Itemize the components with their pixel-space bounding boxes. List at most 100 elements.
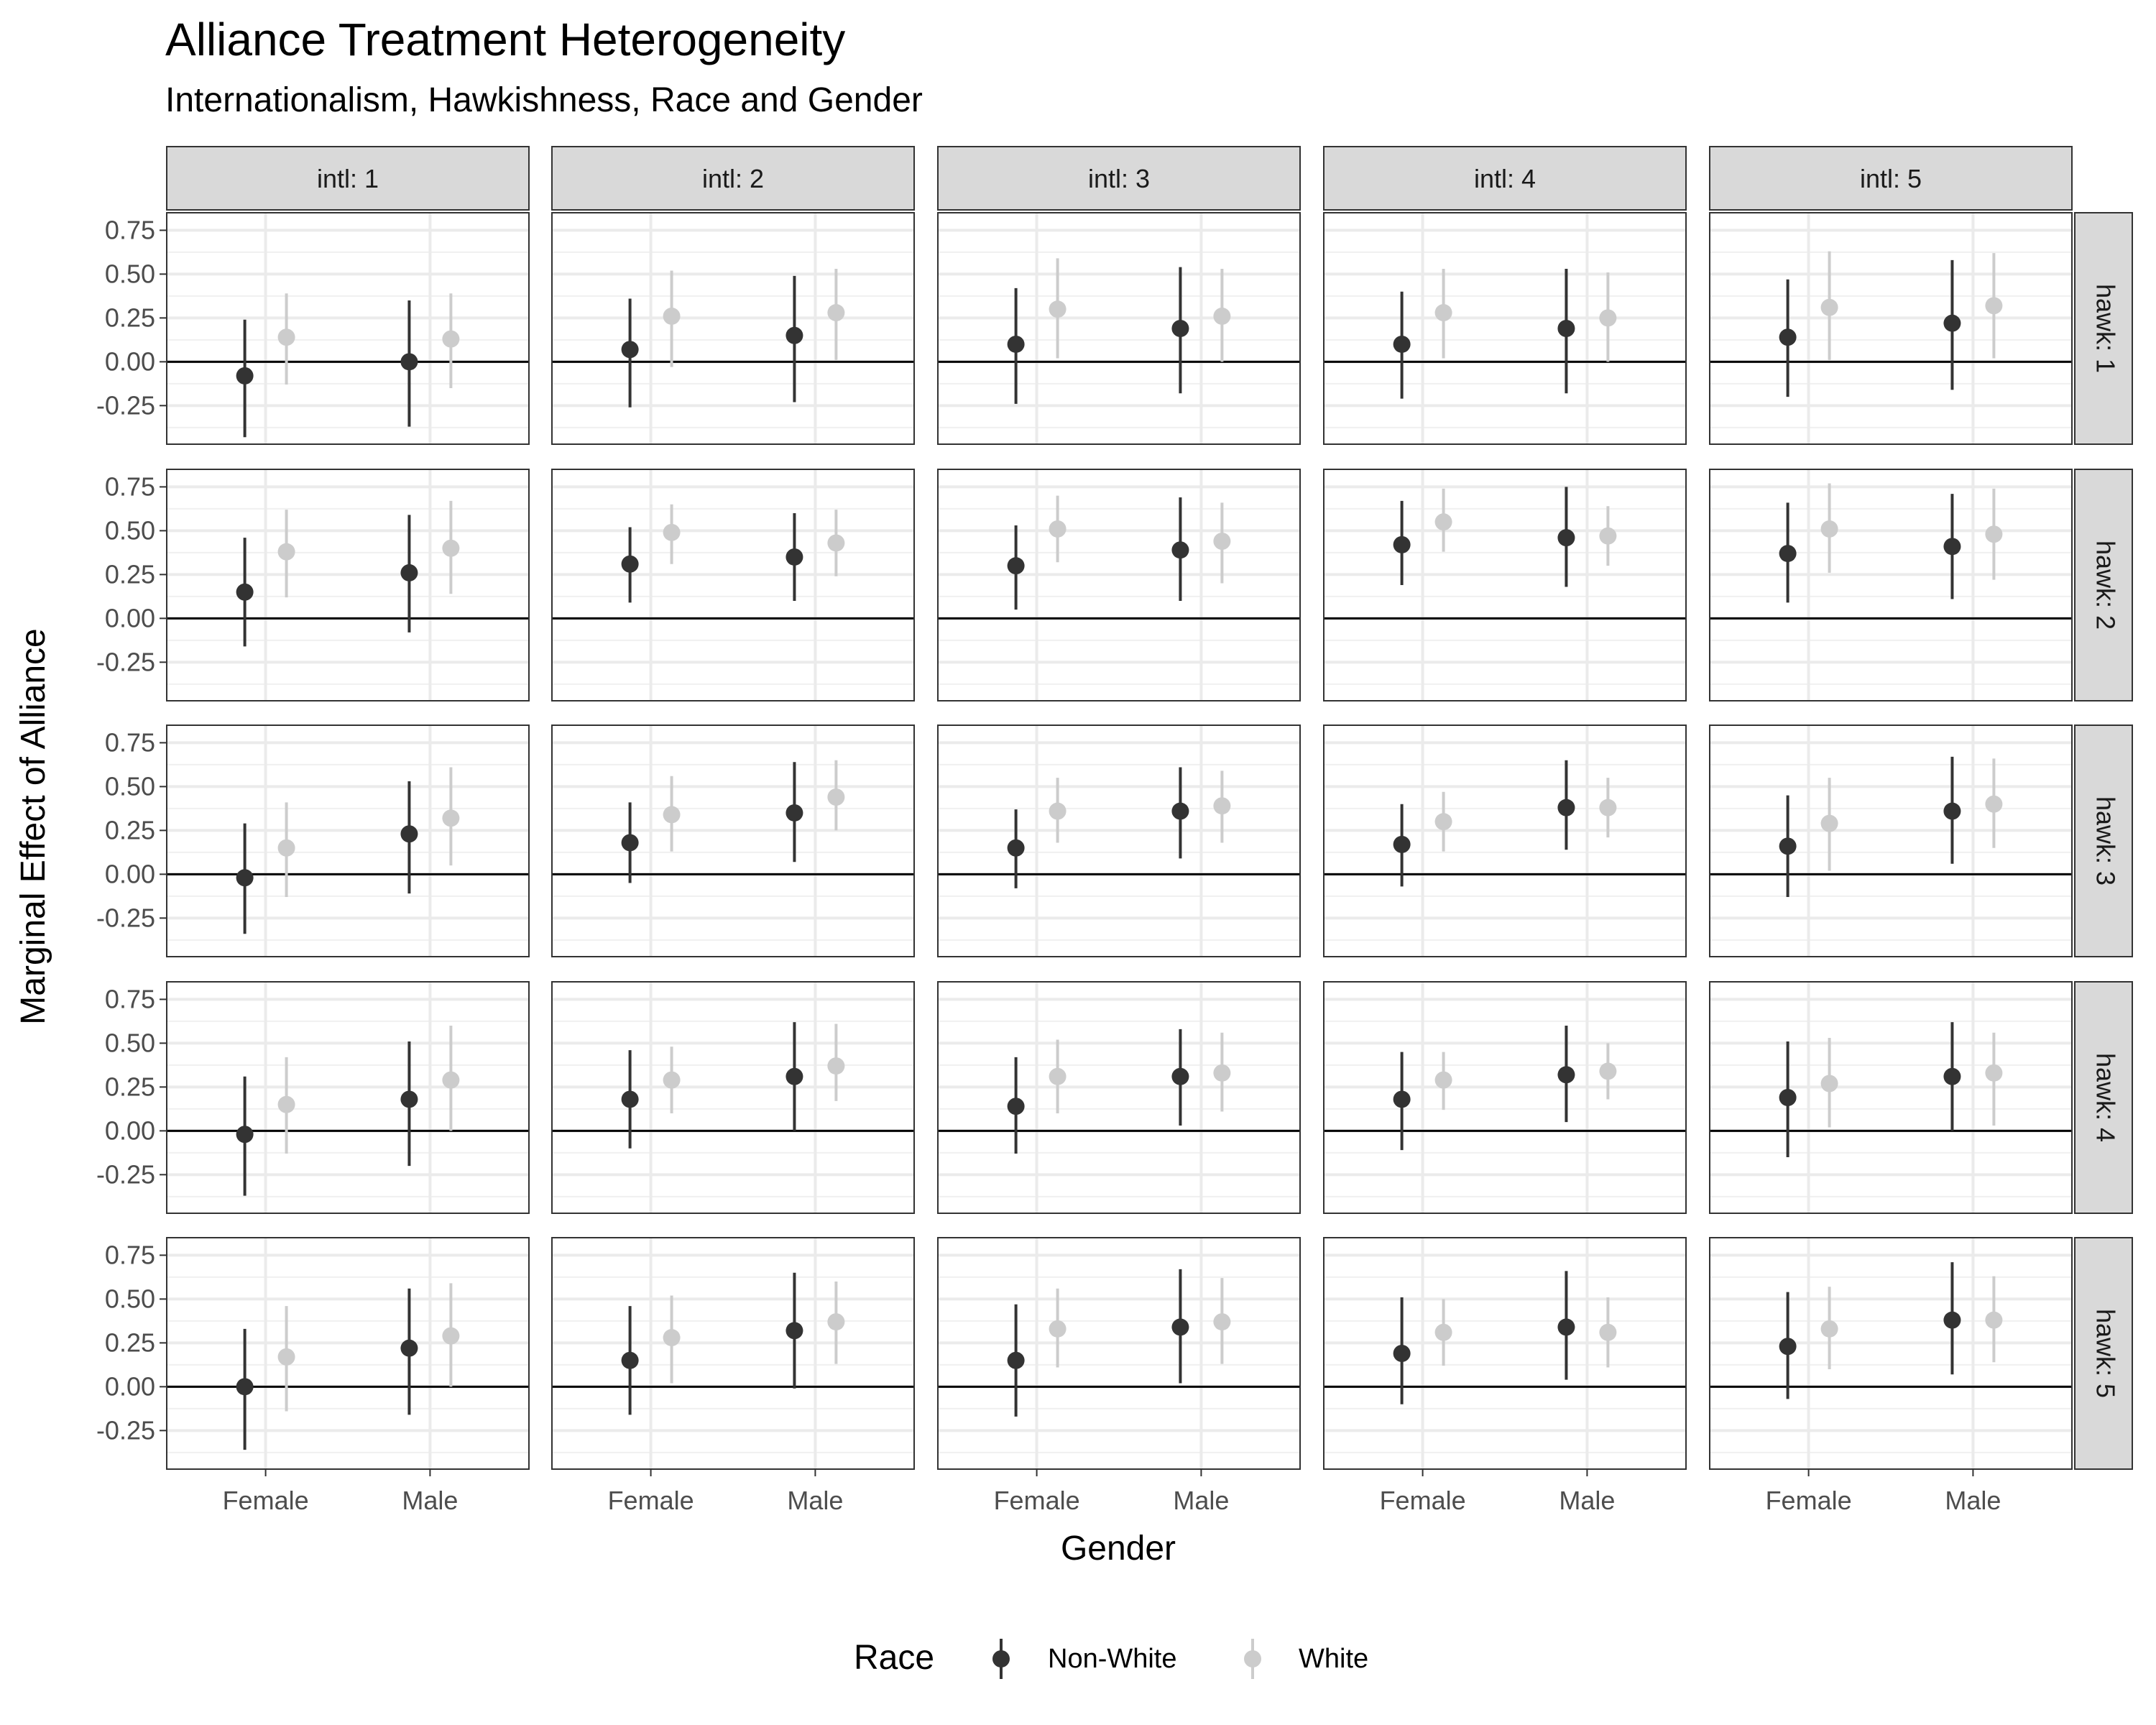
point-nonwhite-female — [1779, 837, 1797, 855]
point-white-female — [1434, 304, 1452, 322]
panel-r5-c4: Female Male — [1323, 1237, 1687, 1515]
point-nonwhite-male — [1557, 799, 1575, 816]
point-white-male — [1599, 799, 1617, 816]
point-nonwhite-male — [1557, 320, 1575, 337]
y-tick-label: -0.25 — [96, 903, 155, 932]
panel-border — [937, 212, 1301, 445]
legend-label: Non-White — [1048, 1644, 1177, 1674]
y-tick-label: 0.25 — [105, 815, 155, 845]
point-nonwhite-female — [1393, 535, 1411, 553]
column-strip-label: intl: 1 — [317, 164, 379, 193]
y-tick-label: -0.25 — [96, 647, 155, 676]
row-strip-label: hawk: 3 — [2091, 796, 2120, 886]
point-white-male — [1985, 1064, 2003, 1082]
point-nonwhite-female — [1393, 1345, 1411, 1362]
column-strip-1 — [166, 146, 530, 211]
panel-r2-c5 — [1709, 469, 2073, 702]
point-nonwhite-female — [1007, 1098, 1025, 1116]
point-white-female — [663, 307, 681, 325]
point-white-female — [1049, 520, 1067, 538]
x-tick-label: Male — [787, 1486, 843, 1515]
point-white-female — [1049, 300, 1067, 318]
y-tick-label: 0.75 — [105, 472, 155, 501]
point-white-female — [1820, 1320, 1838, 1338]
column-strip-4 — [1323, 146, 1687, 211]
panel-r2-c2 — [551, 469, 915, 702]
panel-r4-c5 — [1709, 981, 2073, 1214]
point-nonwhite-male — [786, 326, 803, 344]
panel-r4-c3 — [937, 981, 1301, 1214]
y-tick-label: 0.75 — [105, 1240, 155, 1269]
point-white-female — [663, 1329, 681, 1347]
panel-border — [551, 469, 915, 702]
y-tick-label: 0.00 — [105, 346, 155, 376]
point-white-female — [1434, 1071, 1452, 1089]
panel-border — [551, 981, 915, 1214]
point-white-male — [1213, 797, 1231, 815]
point-white-female — [1049, 1320, 1067, 1338]
point-white-male — [442, 330, 460, 348]
panel-r5-c1: 0.75 0.50 0.25 0.00 -0.25 Female Male — [96, 1237, 530, 1515]
panel-background — [1710, 213, 2072, 444]
point-white-female — [1820, 520, 1838, 538]
column-strip-label: intl: 2 — [702, 164, 764, 193]
point-white-male — [1985, 297, 2003, 315]
point-white-male — [1213, 533, 1231, 551]
column-strip-label: intl: 5 — [1860, 164, 1922, 193]
row-strip-3 — [2074, 724, 2133, 957]
legend-title: Race — [854, 1639, 934, 1677]
point-white-male — [1985, 525, 2003, 543]
y-tick-label: 0.50 — [105, 1284, 155, 1313]
panel-background — [938, 469, 1300, 701]
point-white-female — [663, 523, 681, 541]
column-strip-3 — [937, 146, 1301, 211]
panel-background — [167, 725, 529, 957]
panel-background — [1324, 1238, 1686, 1469]
legend-key-non-white — [992, 1639, 1010, 1679]
point-white-female — [1434, 1323, 1452, 1341]
panel-background — [938, 982, 1300, 1213]
point-white-female — [277, 839, 295, 857]
panel-border — [937, 981, 1301, 1214]
point-nonwhite-male — [1943, 538, 1961, 556]
point-white-female — [277, 1348, 295, 1366]
row-strip-1 — [2074, 212, 2133, 445]
y-tick-label: 0.25 — [105, 1072, 155, 1101]
y-tick-label: -0.25 — [96, 1159, 155, 1189]
panel-r4-c4 — [1323, 981, 1687, 1214]
point-nonwhite-male — [1943, 1311, 1961, 1329]
point-nonwhite-female — [236, 1378, 254, 1396]
point-white-male — [1213, 307, 1231, 325]
point-nonwhite-male — [786, 1067, 803, 1085]
x-tick-label: Male — [1945, 1486, 2001, 1515]
point-white-female — [1049, 1067, 1067, 1085]
row-strip-2 — [2074, 469, 2133, 702]
point-nonwhite-male — [786, 1322, 803, 1340]
point-nonwhite-female — [236, 869, 254, 887]
point-nonwhite-male — [1171, 1067, 1189, 1085]
y-tick-label: 0.75 — [105, 215, 155, 244]
panel-background — [167, 982, 529, 1213]
point-white-male — [442, 809, 460, 827]
legend-key-point — [992, 1650, 1010, 1668]
point-white-male — [1599, 1062, 1617, 1080]
panel-background — [1710, 982, 2072, 1213]
panel-background — [552, 469, 914, 701]
panel-background — [938, 213, 1300, 444]
point-white-female — [277, 1095, 295, 1113]
point-nonwhite-male — [1943, 802, 1961, 820]
x-tick-label: Male — [1173, 1486, 1229, 1515]
x-axis-title: Gender — [1061, 1530, 1176, 1568]
panel-border — [1709, 469, 2073, 702]
point-nonwhite-male — [400, 1339, 418, 1357]
panel-background — [1324, 982, 1686, 1213]
x-tick-label: Female — [994, 1486, 1080, 1515]
point-nonwhite-male — [1557, 1066, 1575, 1084]
x-tick-label: Male — [402, 1486, 458, 1515]
panel-r1-c4 — [1323, 212, 1687, 445]
panel-border — [937, 469, 1301, 702]
panel-r5-c3: Female Male — [937, 1237, 1301, 1515]
panel-background — [1710, 1238, 2072, 1469]
